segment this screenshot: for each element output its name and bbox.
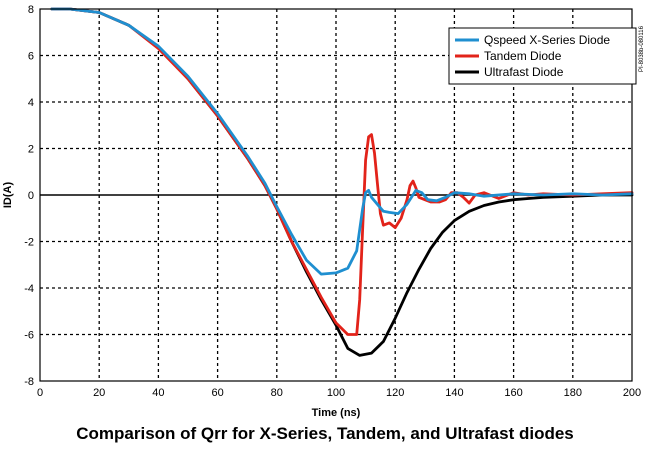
x-tick-label: 180 xyxy=(564,387,582,399)
x-tick-label: 60 xyxy=(211,387,223,399)
x-tick-label: 120 xyxy=(386,387,404,399)
x-tick-label: 200 xyxy=(623,387,641,399)
chart: 0 20 40 60 80 100 120 140 160 180 200 -8 -6 -4 -2 0 2 4 6… xyxy=(2,4,645,419)
legend-label: Ultrafast Diode xyxy=(484,65,564,79)
x-tick-label: 140 xyxy=(445,387,463,399)
legend-label: Tandem Diode xyxy=(484,49,562,63)
legend-label: Qspeed X-Series Diode xyxy=(484,33,610,47)
legend-box xyxy=(448,27,637,85)
x-tick-label: 0 xyxy=(37,387,43,399)
series-group xyxy=(50,7,634,357)
chart-caption: Comparison of Qrr for X-Series, Tandem, … xyxy=(76,424,574,443)
y-tick-label: 2 xyxy=(28,144,34,156)
x-axis-label: Time (ns) xyxy=(312,407,361,419)
x-axis-ticks: 0 20 40 60 80 100 120 140 160 180 200 xyxy=(37,387,641,399)
legend: Qspeed X-Series Diode Tandem Diode Ultrafa… xyxy=(448,27,637,85)
y-tick-label: -8 xyxy=(24,376,34,388)
y-axis-ticks: -8 -6 -4 -2 0 2 4 6 8 xyxy=(24,4,34,388)
x-tick-label: 40 xyxy=(152,387,164,399)
y-axis-label: ID(A) xyxy=(2,182,14,209)
series-line-1 xyxy=(50,7,634,276)
y-tick-label: 8 xyxy=(28,4,34,16)
y-tick-label: 0 xyxy=(28,190,34,202)
x-tick-label: 160 xyxy=(504,387,522,399)
x-tick-label: 80 xyxy=(271,387,283,399)
x-tick-label: 20 xyxy=(93,387,105,399)
side-note: PI-8038b-080116 xyxy=(639,25,645,72)
y-tick-label: -2 xyxy=(24,237,34,249)
x-tick-label: 100 xyxy=(327,387,345,399)
y-tick-label: -4 xyxy=(24,283,34,295)
plot-frame xyxy=(39,8,633,382)
y-tick-label: 6 xyxy=(28,51,34,63)
y-tick-label: -6 xyxy=(24,330,34,342)
y-tick-label: 4 xyxy=(28,97,34,109)
